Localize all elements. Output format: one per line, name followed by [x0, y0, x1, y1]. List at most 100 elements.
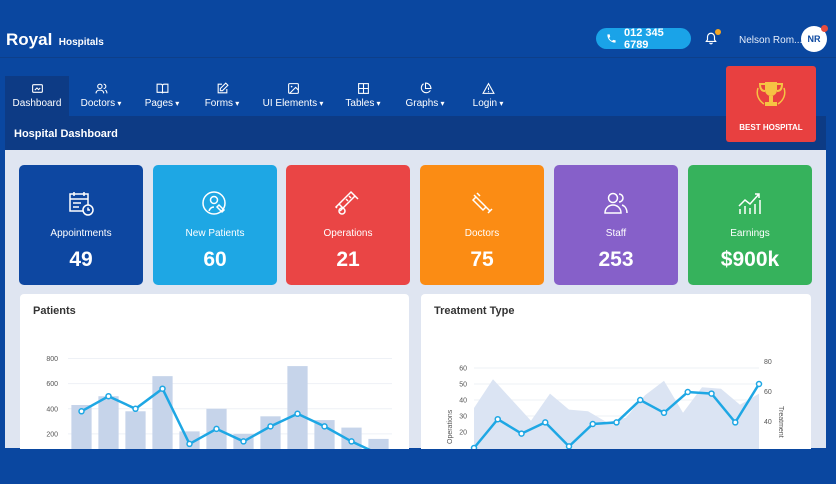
- patient-icon: [202, 191, 226, 215]
- brand-logo[interactable]: Royal Hospitals: [6, 30, 104, 50]
- stat-card-doctors[interactable]: Doctors 75: [420, 165, 544, 285]
- line-point: [660, 409, 668, 417]
- avatar[interactable]: NR: [801, 25, 828, 52]
- treatment-chart-panel: Treatment Type 60 50 40 30 20 80 60 40 Operation…: [421, 294, 811, 454]
- y-axis-label-right: Treatment: [777, 406, 784, 438]
- patients-chart-panel: Patients 800 600 400 200: [20, 294, 409, 454]
- line-point: [589, 420, 596, 428]
- growth-chart-icon: [738, 193, 761, 214]
- stat-card-operations[interactable]: Operations 21: [286, 165, 410, 285]
- stat-value: 21: [336, 248, 360, 271]
- bar: [71, 405, 92, 454]
- notification-dot: [715, 29, 721, 35]
- y-tick-label-right: 60: [764, 389, 772, 396]
- alert-triangle-icon: [481, 82, 495, 94]
- line-point: [708, 390, 715, 397]
- treatment-chart: 60 50 40 30 20 80 60 40 Operations Treatment: [447, 359, 784, 454]
- bar: [125, 411, 146, 454]
- y-tick-label-right: 40: [764, 419, 772, 426]
- avatar-initials: NR: [807, 34, 821, 44]
- line-point: [565, 443, 573, 450]
- syringe-icon: [334, 190, 359, 215]
- chart-title: Patients: [33, 305, 76, 317]
- line-point: [186, 440, 193, 448]
- pie-chart-icon: [420, 82, 431, 94]
- line-point: [267, 423, 274, 430]
- avatar-status-dot: [821, 25, 828, 32]
- nav-label: Login: [473, 98, 504, 109]
- area-series: [474, 379, 759, 454]
- page-title: Hospital Dashboard: [5, 116, 725, 150]
- staff-icon: [604, 192, 628, 214]
- y-tick-label: 200: [46, 431, 58, 438]
- nav-label: Forms: [205, 98, 240, 109]
- user-name[interactable]: Nelson Rom...: [739, 35, 803, 46]
- line-point: [213, 425, 220, 433]
- nav-item-dashboard[interactable]: Dashboard: [5, 76, 69, 116]
- bar: [152, 376, 173, 454]
- line-point: [684, 388, 691, 396]
- line-point: [613, 419, 620, 426]
- stat-label: Appointments: [50, 228, 112, 239]
- nav-item-pages[interactable]: Pages: [133, 76, 191, 116]
- brand-name: Royal: [6, 30, 53, 49]
- stat-value: 253: [598, 248, 634, 271]
- nav-item-tables[interactable]: Tables: [333, 76, 393, 116]
- line-point: [159, 385, 166, 392]
- y-tick-label: 600: [46, 381, 58, 388]
- line-point: [518, 430, 525, 437]
- injection-icon: [471, 192, 493, 214]
- nav-item-graphs[interactable]: Graphs: [393, 76, 457, 116]
- y-tick-label-left: 60: [459, 366, 467, 373]
- calendar-icon: [69, 192, 94, 216]
- nav-item-doctors[interactable]: Doctors: [69, 76, 133, 116]
- y-tick-label-left: 20: [459, 430, 467, 437]
- phone-button[interactable]: 012 345 6789: [596, 26, 691, 51]
- nav-label: Pages: [145, 98, 180, 109]
- line-point: [240, 438, 247, 445]
- stat-card-earnings[interactable]: Earnings $900k: [688, 165, 812, 285]
- series-line: [80, 386, 380, 454]
- edit-icon: [217, 82, 229, 94]
- bar: [287, 366, 308, 454]
- line-point: [542, 419, 549, 426]
- patients-chart: 800 600 400 200: [46, 356, 392, 454]
- image-icon: [287, 83, 299, 94]
- stat-label: Doctors: [464, 228, 500, 239]
- stat-card-new-patients[interactable]: New Patients 60: [153, 165, 277, 285]
- y-tick-label-right: 80: [764, 359, 772, 366]
- y-tick-label-left: 50: [459, 382, 467, 389]
- stat-card-staff[interactable]: Staff 253: [554, 165, 678, 285]
- y-tick-label-left: 30: [459, 414, 467, 421]
- stat-label: New Patients: [185, 228, 245, 239]
- line-point: [494, 415, 501, 423]
- phone-icon: [607, 34, 616, 43]
- line-point: [732, 419, 739, 426]
- stat-value: 60: [203, 248, 227, 271]
- nav-item-forms[interactable]: Forms: [191, 76, 253, 116]
- book-icon: [156, 83, 168, 94]
- y-tick-label-left: 40: [459, 398, 467, 405]
- nav-item-login[interactable]: Login: [457, 76, 519, 116]
- line-point: [78, 408, 85, 415]
- brand-subname: Hospitals: [58, 37, 104, 48]
- top-bar: Royal Hospitals 012 345 6789 Nelson Rom.…: [0, 0, 836, 58]
- line-point: [321, 423, 328, 430]
- notifications-button[interactable]: [704, 29, 721, 47]
- grid-icon: [357, 83, 369, 94]
- nav-label: Tables: [345, 98, 380, 109]
- stat-value: 75: [470, 248, 494, 271]
- y-tick-label: 400: [46, 406, 58, 413]
- stat-card-appointments[interactable]: Appointments 49: [19, 165, 143, 285]
- phone-number: 012 345 6789: [623, 26, 664, 51]
- nav-label: UI Elements: [263, 98, 324, 109]
- best-hospital-badge: BEST HOSPITAL: [726, 66, 816, 142]
- nav-item-ui-elements[interactable]: UI Elements: [253, 76, 333, 116]
- nav-label: Doctors: [81, 98, 122, 109]
- stat-label: Earnings: [730, 228, 770, 239]
- y-tick-label: 800: [46, 356, 58, 363]
- bar: [260, 416, 281, 454]
- stat-label: Staff: [605, 228, 627, 239]
- line-point: [294, 410, 301, 418]
- y-axis-label-left: Operations: [447, 409, 454, 444]
